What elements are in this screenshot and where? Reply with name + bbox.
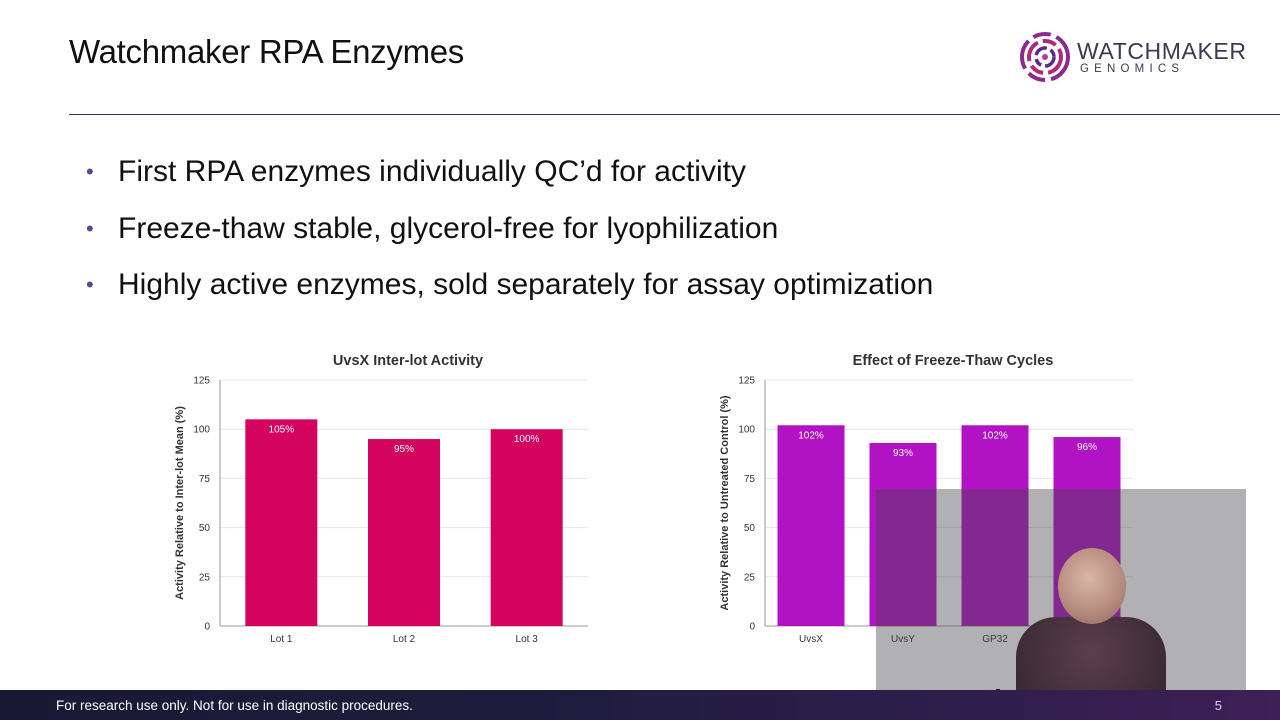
chart-title: Effect of Freeze-Thaw Cycles bbox=[853, 353, 1054, 369]
bullet-item: • Highly active enzymes, sold separately … bbox=[86, 257, 933, 314]
uvsx-inter-lot-chart: 0 25 50 75 100 125 UvsX Inter-lot Activity Acti… bbox=[160, 345, 600, 655]
y-tick-label: 75 bbox=[199, 474, 211, 485]
y-axis-label: Activity Relative to Untreated Control (… bbox=[719, 395, 731, 610]
footer-bar: For research use only. Not for use in di… bbox=[0, 690, 1280, 720]
y-tick-label: 125 bbox=[193, 376, 210, 387]
page-number: 5 bbox=[1214, 698, 1222, 713]
y-tick-label: 0 bbox=[749, 622, 755, 633]
bar bbox=[869, 442, 937, 626]
y-tick-label: 25 bbox=[199, 572, 211, 583]
bar-data-label: 96% bbox=[1077, 442, 1097, 453]
bar bbox=[961, 425, 1029, 626]
freeze-thaw-chart-svg: 0 25 50 75 100 125 Effect of Freeze-Thaw Cycle… bbox=[719, 353, 1133, 645]
y-tick-label: 25 bbox=[744, 572, 756, 583]
y-tick-label: 50 bbox=[199, 523, 211, 534]
watchmaker-logo-icon bbox=[1020, 32, 1070, 82]
bullet-text: Freeze-thaw stable, glycerol-free for ly… bbox=[118, 211, 779, 245]
bar bbox=[245, 419, 318, 626]
slide-title: Watchmaker RPA Enzymes bbox=[69, 33, 465, 70]
presenter-head bbox=[1058, 548, 1126, 624]
bar bbox=[368, 439, 440, 626]
x-tick-label: UvsY bbox=[891, 634, 915, 645]
bar bbox=[490, 429, 563, 626]
bullet-text: First RPA enzymes individually QC’d for … bbox=[118, 155, 746, 188]
watchmaker-logo: WATCHMAKER GENOMICS bbox=[1018, 30, 1258, 84]
uvsx-inter-lot-chart-svg: 0 25 50 75 100 125 UvsX Inter-lot Activity Acti… bbox=[174, 353, 588, 645]
x-tick-label: Lot 3 bbox=[516, 634, 539, 645]
bullet-item: • Freeze-thaw stable, glycerol-free for l… bbox=[86, 201, 933, 258]
x-tick-label: UvsX bbox=[799, 634, 823, 645]
logo-subtitle: GENOMICS bbox=[1080, 63, 1185, 75]
logo-wordmark: WATCHMAKER bbox=[1077, 38, 1247, 64]
y-tick-label: 0 bbox=[204, 622, 210, 633]
x-tick-label: Lot 2 bbox=[393, 634, 416, 645]
y-tick-label: 125 bbox=[738, 376, 755, 387]
bar-data-label: 93% bbox=[893, 448, 913, 459]
footer-disclaimer: For research use only. Not for use in di… bbox=[56, 698, 413, 713]
bar-data-label: 102% bbox=[982, 430, 1008, 441]
bullet-dot-icon: • bbox=[86, 272, 94, 297]
bar-data-label: 102% bbox=[798, 430, 824, 441]
bar-data-label: 95% bbox=[394, 444, 414, 455]
bullet-list: • First RPA enzymes individually QC’d for… bbox=[86, 144, 933, 314]
freeze-thaw-chart: 0 25 50 75 100 125 Effect of Freeze-Thaw Cycle… bbox=[705, 345, 1145, 655]
y-tick-label: 75 bbox=[744, 474, 756, 485]
y-tick-label: 100 bbox=[193, 425, 210, 436]
bullet-text: Highly active enzymes, sold separately f… bbox=[118, 268, 934, 301]
bullet-item: • First RPA enzymes individually QC’d for… bbox=[86, 144, 933, 201]
bullet-dot-icon: • bbox=[86, 159, 94, 184]
bar bbox=[777, 425, 845, 626]
bar-data-label: 105% bbox=[269, 424, 295, 435]
title-divider bbox=[69, 114, 1280, 115]
y-tick-label: 100 bbox=[738, 425, 755, 436]
bar-data-label: 100% bbox=[514, 434, 540, 445]
y-axis-label: Activity Relative to Inter-lot Mean (%) bbox=[174, 406, 186, 600]
chart-title: UvsX Inter-lot Activity bbox=[333, 353, 483, 369]
bullet-dot-icon: • bbox=[86, 215, 94, 241]
x-tick-label: Lot 1 bbox=[270, 634, 293, 645]
y-tick-label: 50 bbox=[744, 523, 756, 534]
presenter-video-overlay[interactable] bbox=[876, 489, 1246, 720]
x-tick-label: GP32 bbox=[982, 634, 1008, 645]
